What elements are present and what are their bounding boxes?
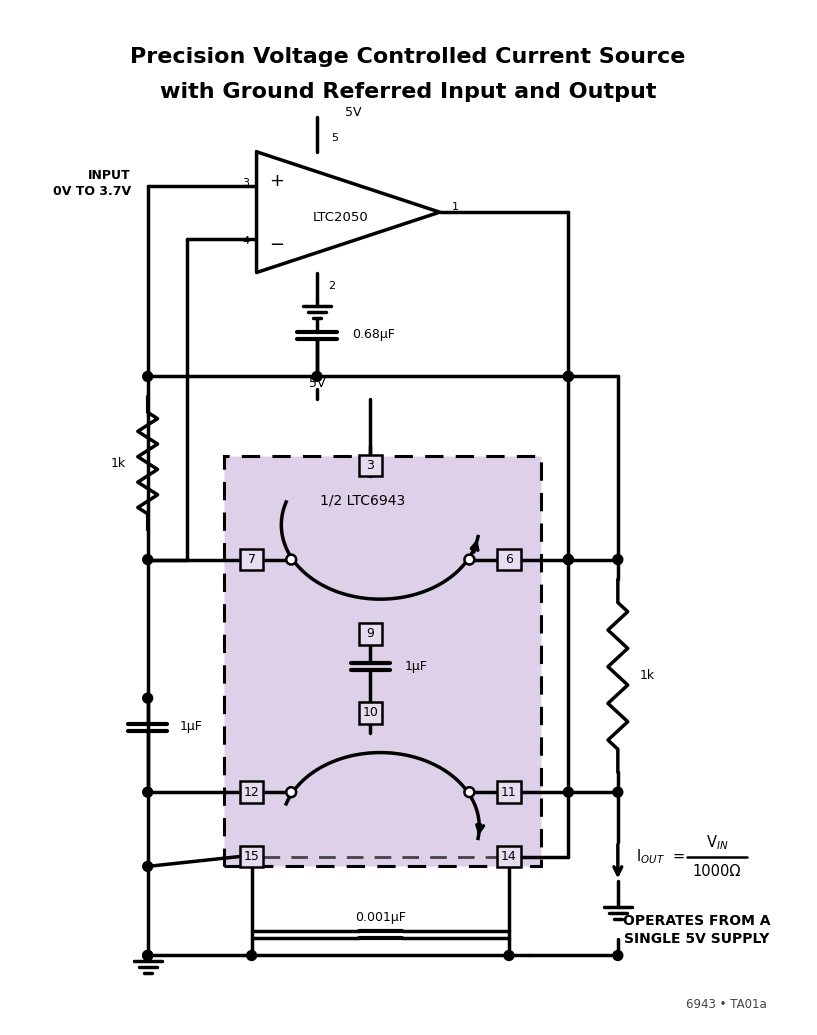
Text: OPERATES FROM A: OPERATES FROM A <box>623 914 770 927</box>
Circle shape <box>613 555 623 564</box>
Circle shape <box>564 788 574 797</box>
Text: 4: 4 <box>243 236 250 245</box>
Polygon shape <box>257 152 440 272</box>
Bar <box>359 454 382 476</box>
Text: 6: 6 <box>505 553 513 566</box>
Text: 15: 15 <box>243 850 260 863</box>
Text: 1k: 1k <box>111 456 126 470</box>
Circle shape <box>286 555 296 564</box>
Bar <box>359 702 382 723</box>
Text: 1k: 1k <box>640 670 654 682</box>
Text: 0.001μF: 0.001μF <box>355 912 406 924</box>
Text: 9: 9 <box>367 627 374 641</box>
Circle shape <box>564 372 574 382</box>
Text: 5V: 5V <box>345 106 361 119</box>
Circle shape <box>143 555 153 564</box>
Circle shape <box>564 555 574 564</box>
Circle shape <box>613 950 623 960</box>
Text: 10: 10 <box>363 707 378 719</box>
Circle shape <box>247 950 257 960</box>
Circle shape <box>464 788 475 797</box>
Text: 1μF: 1μF <box>180 720 203 734</box>
Bar <box>497 781 521 803</box>
Text: 11: 11 <box>501 786 517 799</box>
Text: I$_{OUT}$  =: I$_{OUT}$ = <box>636 848 685 866</box>
Text: with Ground Referred Input and Output: with Ground Referred Input and Output <box>160 83 656 102</box>
Circle shape <box>564 555 574 564</box>
Text: LTC2050: LTC2050 <box>313 210 368 224</box>
Text: INPUT: INPUT <box>88 169 131 182</box>
Text: Precision Voltage Controlled Current Source: Precision Voltage Controlled Current Sou… <box>131 47 685 66</box>
Text: 0.68μF: 0.68μF <box>351 328 395 342</box>
Bar <box>497 549 521 570</box>
Text: 6943 • TA01a: 6943 • TA01a <box>686 999 767 1011</box>
Text: +: + <box>269 173 283 190</box>
Text: SINGLE 5V SUPPLY: SINGLE 5V SUPPLY <box>624 932 770 946</box>
Text: 7: 7 <box>248 553 256 566</box>
Circle shape <box>143 372 153 382</box>
Circle shape <box>312 372 322 382</box>
Bar <box>497 846 521 867</box>
Bar <box>359 623 382 645</box>
Circle shape <box>613 788 623 797</box>
Circle shape <box>464 555 475 564</box>
Bar <box>239 549 264 570</box>
Text: 0V TO 3.7V: 0V TO 3.7V <box>53 185 131 198</box>
Circle shape <box>564 372 574 382</box>
Text: 3: 3 <box>243 178 250 187</box>
Bar <box>224 455 541 866</box>
Circle shape <box>143 861 153 871</box>
Text: V$_{IN}$: V$_{IN}$ <box>706 833 728 852</box>
Text: 14: 14 <box>501 850 517 863</box>
Text: 1μF: 1μF <box>405 660 428 673</box>
Circle shape <box>143 950 153 960</box>
Text: 1: 1 <box>452 202 458 212</box>
Text: 12: 12 <box>243 786 260 799</box>
Circle shape <box>143 788 153 797</box>
Text: 1/2 LTC6943: 1/2 LTC6943 <box>319 494 405 507</box>
Text: −: − <box>269 236 284 254</box>
Circle shape <box>143 950 153 960</box>
Bar <box>239 781 264 803</box>
Circle shape <box>504 950 514 960</box>
Text: 2: 2 <box>328 282 336 292</box>
Text: 3: 3 <box>367 460 374 472</box>
Text: 5V: 5V <box>309 377 325 390</box>
Circle shape <box>286 788 296 797</box>
Circle shape <box>143 693 153 703</box>
Text: 1000Ω: 1000Ω <box>693 864 741 879</box>
Text: 5: 5 <box>332 132 338 143</box>
Bar <box>239 846 264 867</box>
